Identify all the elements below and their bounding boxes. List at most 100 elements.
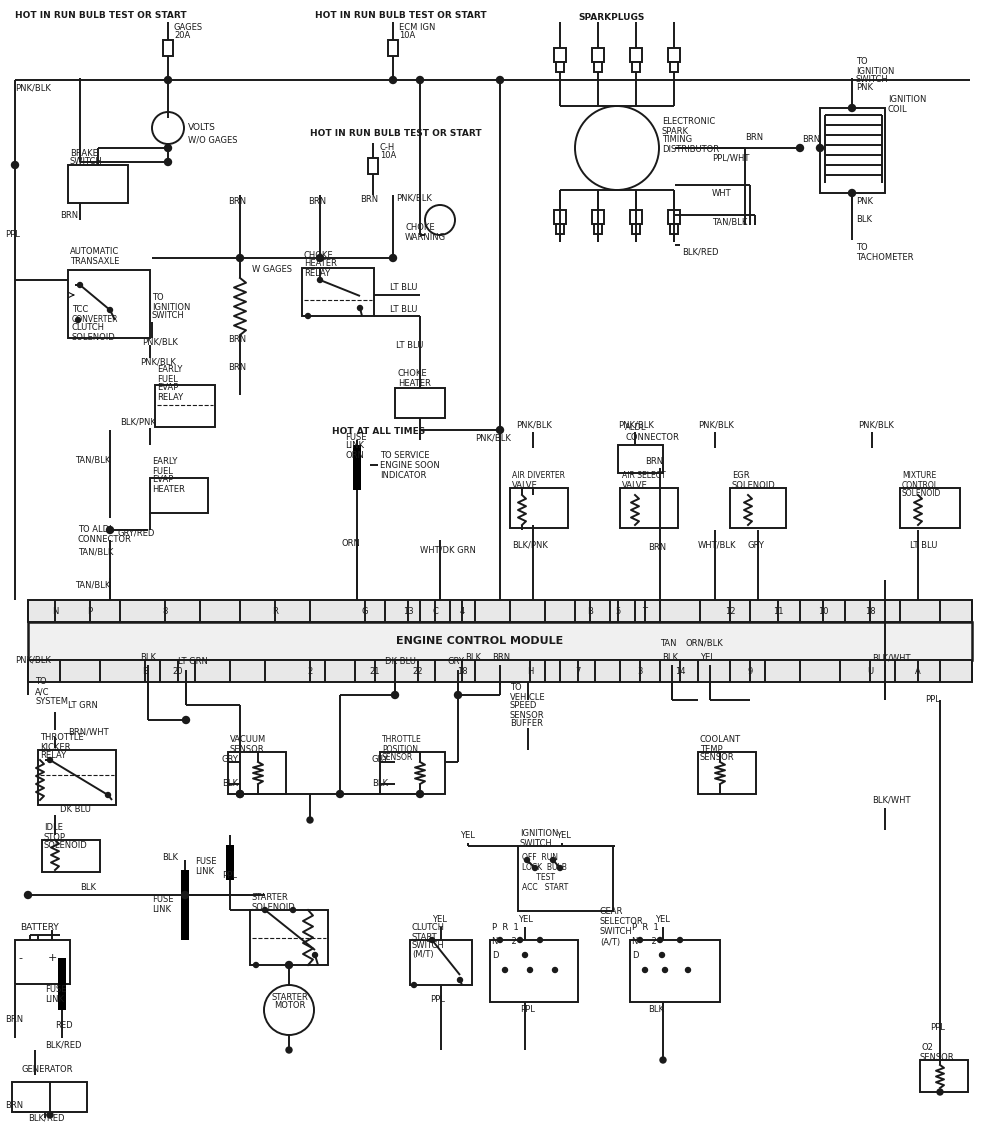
Text: TCC: TCC	[72, 305, 88, 315]
Text: 2: 2	[307, 667, 313, 675]
Text: ECM IGN: ECM IGN	[399, 23, 435, 32]
Text: BLK: BLK	[222, 779, 238, 789]
Text: GRY: GRY	[448, 658, 465, 667]
Circle shape	[182, 716, 190, 723]
Circle shape	[306, 313, 310, 318]
Text: HEATER: HEATER	[398, 379, 431, 388]
Bar	[353, 445, 361, 490]
Text: EARLY: EARLY	[152, 458, 177, 466]
Text: HOT IN RUN BULB TEST OR START: HOT IN RUN BULB TEST OR START	[15, 11, 187, 21]
Bar	[554, 210, 566, 224]
Circle shape	[638, 938, 642, 943]
Circle shape	[182, 892, 188, 899]
Text: BLK: BLK	[648, 1006, 664, 1015]
Text: VACUUM: VACUUM	[230, 736, 266, 745]
Text: -: -	[18, 953, 22, 963]
Circle shape	[686, 968, 690, 972]
Text: TRANSAXLE: TRANSAXLE	[70, 256, 119, 265]
Text: LT BLU: LT BLU	[390, 304, 417, 313]
Text: SOLENOID: SOLENOID	[252, 902, 296, 912]
Bar	[226, 845, 234, 881]
Text: C-H: C-H	[380, 144, 395, 153]
Circle shape	[496, 77, 504, 84]
Circle shape	[392, 691, 398, 698]
Text: H: H	[527, 667, 533, 675]
Text: PNK/BLK: PNK/BLK	[516, 420, 552, 429]
Text: PNK/BLK: PNK/BLK	[15, 84, 51, 93]
Circle shape	[106, 792, 110, 798]
Text: CLUTCH: CLUTCH	[412, 923, 445, 932]
Bar	[28, 622, 972, 660]
Text: (M/T): (M/T)	[412, 951, 434, 960]
Text: TAN/BLK: TAN/BLK	[75, 456, 110, 465]
Text: BRN: BRN	[5, 1101, 23, 1109]
Bar	[368, 158, 378, 174]
Text: LT GRN: LT GRN	[68, 700, 98, 709]
Circle shape	[528, 968, 532, 972]
Bar	[155, 385, 215, 427]
Bar	[15, 940, 70, 984]
Bar	[181, 870, 189, 940]
Circle shape	[575, 106, 659, 191]
Text: SWITCH: SWITCH	[856, 76, 889, 85]
Text: D: D	[632, 952, 639, 961]
Text: SWITCH: SWITCH	[600, 928, 633, 937]
Bar	[42, 840, 100, 872]
Text: SOLENOID: SOLENOID	[44, 841, 88, 851]
Text: SPARKPLUGS: SPARKPLUGS	[578, 14, 644, 23]
Text: 22: 22	[413, 667, 423, 675]
Bar	[410, 940, 472, 985]
Circle shape	[937, 1089, 943, 1095]
Text: PNK/BLK: PNK/BLK	[618, 420, 654, 429]
Text: WARNING: WARNING	[405, 233, 446, 241]
Text: PNK/BLK: PNK/BLK	[396, 194, 432, 202]
Text: FUSE: FUSE	[195, 858, 216, 867]
Circle shape	[848, 189, 856, 196]
Text: SPARK: SPARK	[662, 126, 689, 135]
Circle shape	[264, 985, 314, 1035]
Circle shape	[558, 866, 562, 870]
Text: PNK/BLK: PNK/BLK	[698, 420, 734, 429]
Bar	[820, 108, 885, 193]
Bar	[592, 210, 604, 224]
Circle shape	[522, 953, 528, 957]
Text: EVAP: EVAP	[152, 475, 173, 484]
Text: POSITION: POSITION	[382, 745, 418, 753]
Circle shape	[78, 282, 82, 287]
Text: N     2: N 2	[492, 938, 517, 946]
Circle shape	[290, 908, 296, 913]
Circle shape	[312, 953, 318, 957]
Text: SWITCH: SWITCH	[70, 157, 103, 166]
Circle shape	[106, 527, 114, 534]
Circle shape	[47, 1112, 53, 1118]
Text: YEL: YEL	[518, 915, 533, 924]
Bar	[518, 846, 613, 912]
Text: TO SERVICE: TO SERVICE	[380, 450, 430, 459]
Circle shape	[316, 255, 324, 262]
Text: BUFFER: BUFFER	[510, 720, 543, 729]
Text: BLK/PNK: BLK/PNK	[120, 418, 156, 427]
Text: LOCK  BULB: LOCK BULB	[522, 863, 567, 872]
Text: START: START	[412, 932, 438, 941]
Text: FUSE: FUSE	[345, 433, 366, 442]
Text: BRN/WHT: BRN/WHT	[68, 728, 109, 737]
Text: BRN: BRN	[745, 133, 763, 142]
Text: CONNECTOR: CONNECTOR	[78, 535, 132, 543]
Bar	[395, 388, 445, 418]
Text: D: D	[492, 952, 498, 961]
Bar	[302, 267, 374, 316]
Text: HEATER: HEATER	[304, 259, 337, 269]
Text: 11: 11	[773, 606, 783, 615]
Bar	[594, 62, 602, 72]
Text: TO: TO	[152, 294, 164, 303]
Bar	[28, 660, 972, 682]
Bar	[58, 957, 66, 1010]
Text: SOLENOID: SOLENOID	[72, 333, 116, 341]
Circle shape	[12, 162, 18, 169]
Circle shape	[662, 968, 668, 972]
Text: TO: TO	[35, 677, 47, 687]
Text: TO: TO	[510, 683, 522, 692]
Text: BLK: BLK	[465, 653, 481, 662]
Text: SOLENOID: SOLENOID	[732, 481, 776, 489]
Text: 10: 10	[818, 606, 828, 615]
